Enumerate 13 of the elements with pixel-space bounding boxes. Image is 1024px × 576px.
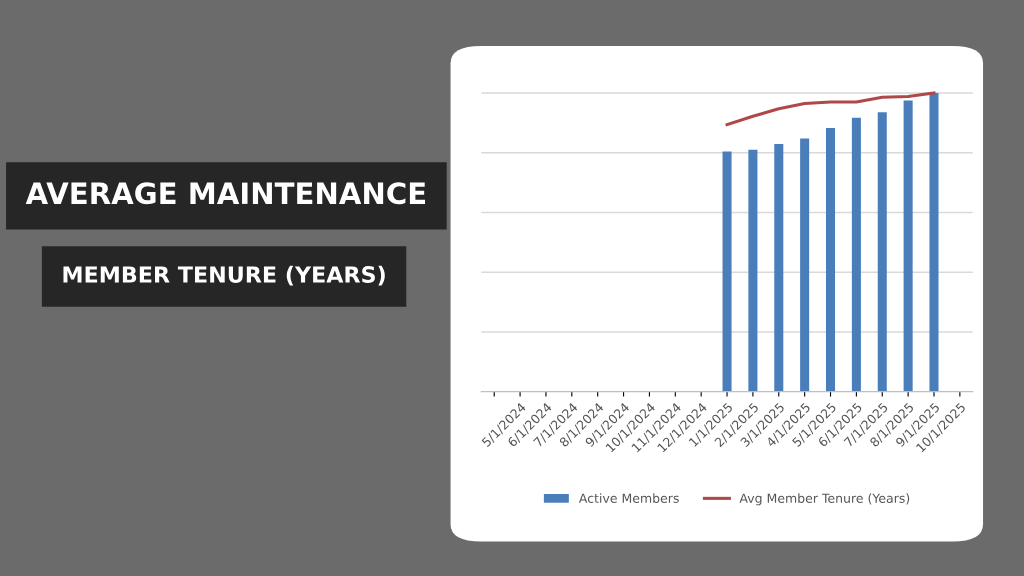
bar <box>877 112 887 392</box>
text: MEMBER TENURE (YEARS) <box>63 265 385 286</box>
legend-label: Active Members <box>578 493 679 503</box>
bar <box>800 138 810 392</box>
text: AVERAGE MAINTENANCE <box>25 182 426 205</box>
bar <box>774 144 784 392</box>
bar <box>851 117 861 392</box>
bar <box>929 93 939 392</box>
bar <box>825 127 836 392</box>
bar <box>722 151 732 392</box>
legend-label: Avg Member Tenure (Years) <box>739 493 910 506</box>
bar <box>748 149 758 392</box>
bar <box>903 100 913 392</box>
